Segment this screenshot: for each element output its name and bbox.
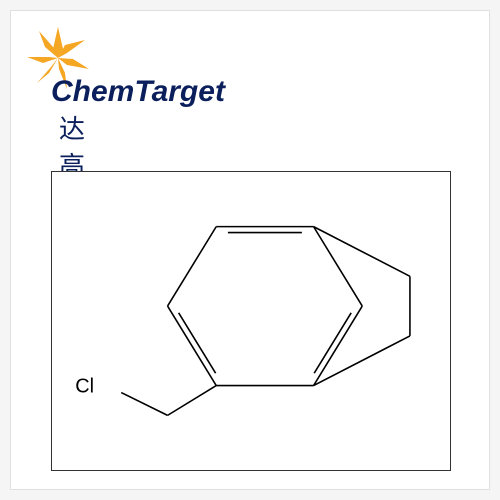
- product-card: ChemTarget 达高特 Cl: [10, 10, 490, 490]
- brand-en-part1: Chem: [51, 75, 134, 108]
- molecule-frame: Cl: [51, 171, 451, 471]
- brand-en-part2: Target: [134, 75, 225, 108]
- molecule-structure: Cl: [52, 172, 450, 470]
- chlorine-label: Cl: [75, 376, 94, 398]
- brand-name-en: ChemTarget: [51, 75, 225, 109]
